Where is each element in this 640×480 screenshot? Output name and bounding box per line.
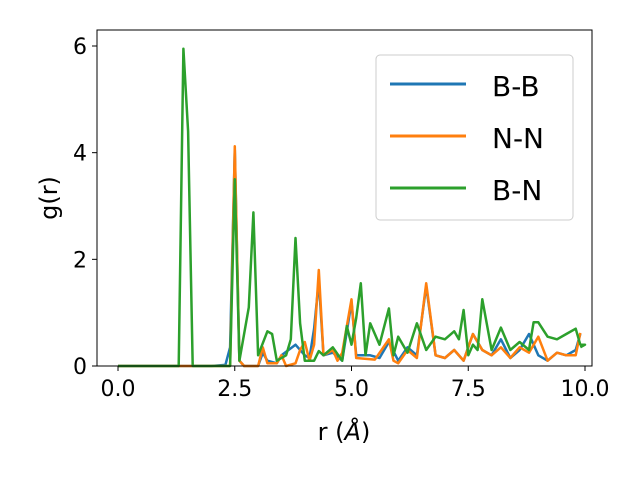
legend-label-b-n: B-N: [492, 174, 542, 207]
x-tick-label: 2.5: [217, 377, 252, 402]
legend: B-B N-N B-N: [375, 54, 574, 221]
x-tick-label: 10.0: [561, 377, 610, 402]
x-tick-label: 7.5: [451, 377, 486, 402]
y-axis-ticks: 0 2 4 6: [73, 35, 97, 380]
legend-label-b-b: B-B: [492, 70, 540, 103]
axes-frame: [96, 29, 593, 367]
x-axis-label-close: ): [361, 418, 370, 446]
legend-label-n-n: N-N: [492, 122, 544, 155]
x-axis-label-text: r (: [318, 418, 345, 446]
x-tick-label: 5.0: [334, 377, 369, 402]
series-line-b-n: [118, 47, 587, 368]
y-tick-label: 0: [73, 355, 87, 380]
x-axis-label-unit: Å: [343, 417, 361, 446]
legend-box: [375, 54, 574, 221]
x-axis-label: r (Å): [318, 417, 371, 446]
y-tick-label: 4: [73, 142, 87, 167]
x-axis-ticks: 0.0 2.5 5.0 7.5 10.0: [101, 366, 610, 402]
y-axis-label: g(r): [35, 176, 63, 220]
y-tick-label: 2: [73, 248, 87, 273]
y-tick-label: 6: [73, 35, 87, 60]
x-tick-label: 0.0: [101, 377, 136, 402]
